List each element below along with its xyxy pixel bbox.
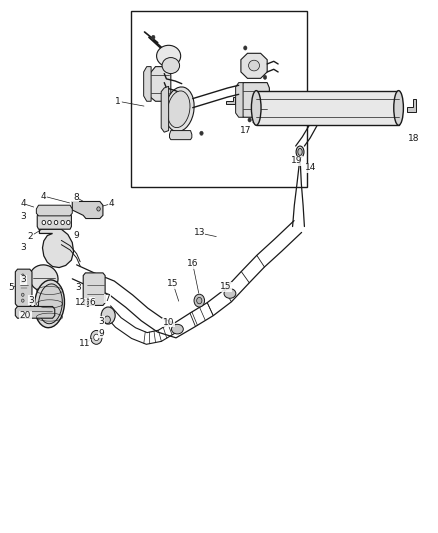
- Polygon shape: [72, 201, 103, 219]
- Text: 9: 9: [99, 329, 105, 337]
- Text: 2: 2: [28, 232, 33, 240]
- Text: 8: 8: [73, 193, 79, 201]
- Circle shape: [263, 75, 267, 79]
- Text: 20: 20: [20, 311, 31, 320]
- Text: 3: 3: [20, 276, 26, 284]
- Polygon shape: [236, 83, 243, 117]
- Circle shape: [197, 297, 202, 304]
- Text: 12: 12: [75, 298, 87, 307]
- Text: 3: 3: [75, 284, 81, 292]
- Ellipse shape: [157, 45, 180, 67]
- Circle shape: [21, 293, 24, 296]
- Text: 5: 5: [8, 284, 14, 292]
- Polygon shape: [83, 273, 105, 305]
- Circle shape: [85, 299, 91, 306]
- Circle shape: [94, 334, 99, 341]
- Text: 13: 13: [194, 229, 205, 237]
- Polygon shape: [241, 83, 269, 117]
- Circle shape: [91, 330, 102, 344]
- Circle shape: [67, 221, 70, 225]
- Text: 19: 19: [291, 157, 303, 165]
- Circle shape: [248, 118, 251, 122]
- Text: 1: 1: [115, 97, 121, 106]
- Text: 15: 15: [220, 282, 231, 291]
- Text: 17: 17: [240, 126, 252, 135]
- Circle shape: [21, 280, 24, 283]
- Polygon shape: [161, 86, 169, 132]
- Text: 6: 6: [89, 298, 95, 306]
- Text: 9: 9: [74, 231, 80, 240]
- Ellipse shape: [165, 87, 194, 132]
- Circle shape: [86, 301, 89, 304]
- Text: 4: 4: [21, 199, 26, 208]
- Bar: [131, 11, 307, 187]
- Ellipse shape: [167, 91, 190, 127]
- Ellipse shape: [172, 324, 184, 334]
- Polygon shape: [15, 269, 32, 306]
- Text: 10: 10: [163, 318, 174, 327]
- Circle shape: [48, 221, 51, 225]
- Circle shape: [101, 307, 115, 324]
- Ellipse shape: [251, 91, 261, 125]
- Polygon shape: [149, 67, 171, 101]
- Ellipse shape: [224, 289, 236, 298]
- Circle shape: [42, 221, 46, 225]
- FancyBboxPatch shape: [256, 91, 399, 125]
- Text: 7: 7: [104, 294, 110, 303]
- Text: 11: 11: [79, 340, 90, 348]
- Ellipse shape: [249, 60, 259, 71]
- Circle shape: [244, 46, 247, 50]
- Text: 18: 18: [408, 134, 420, 143]
- Polygon shape: [226, 97, 235, 103]
- Polygon shape: [15, 306, 55, 318]
- Polygon shape: [407, 99, 416, 112]
- Ellipse shape: [35, 280, 64, 328]
- Text: 3: 3: [20, 213, 26, 221]
- Polygon shape: [36, 205, 72, 216]
- Circle shape: [200, 131, 203, 135]
- Text: 3: 3: [99, 317, 105, 326]
- Circle shape: [194, 294, 205, 307]
- Circle shape: [104, 316, 110, 324]
- Polygon shape: [170, 131, 192, 140]
- Polygon shape: [144, 67, 151, 101]
- Ellipse shape: [162, 58, 180, 74]
- Ellipse shape: [394, 91, 403, 125]
- Text: 3: 3: [20, 244, 26, 252]
- Text: 4: 4: [41, 192, 46, 200]
- Text: 16: 16: [187, 260, 198, 268]
- Text: 14: 14: [305, 164, 317, 172]
- Text: 3: 3: [28, 296, 35, 304]
- Circle shape: [97, 207, 100, 211]
- Polygon shape: [37, 213, 71, 229]
- Circle shape: [21, 274, 24, 277]
- Text: 15: 15: [167, 279, 179, 288]
- Polygon shape: [39, 229, 74, 268]
- Polygon shape: [241, 53, 267, 78]
- Ellipse shape: [30, 265, 58, 292]
- Ellipse shape: [296, 146, 304, 158]
- Circle shape: [61, 221, 64, 225]
- Ellipse shape: [298, 149, 302, 156]
- Circle shape: [54, 221, 58, 225]
- Circle shape: [152, 35, 155, 39]
- Ellipse shape: [39, 284, 62, 324]
- Text: 4: 4: [109, 199, 114, 208]
- Circle shape: [21, 299, 24, 302]
